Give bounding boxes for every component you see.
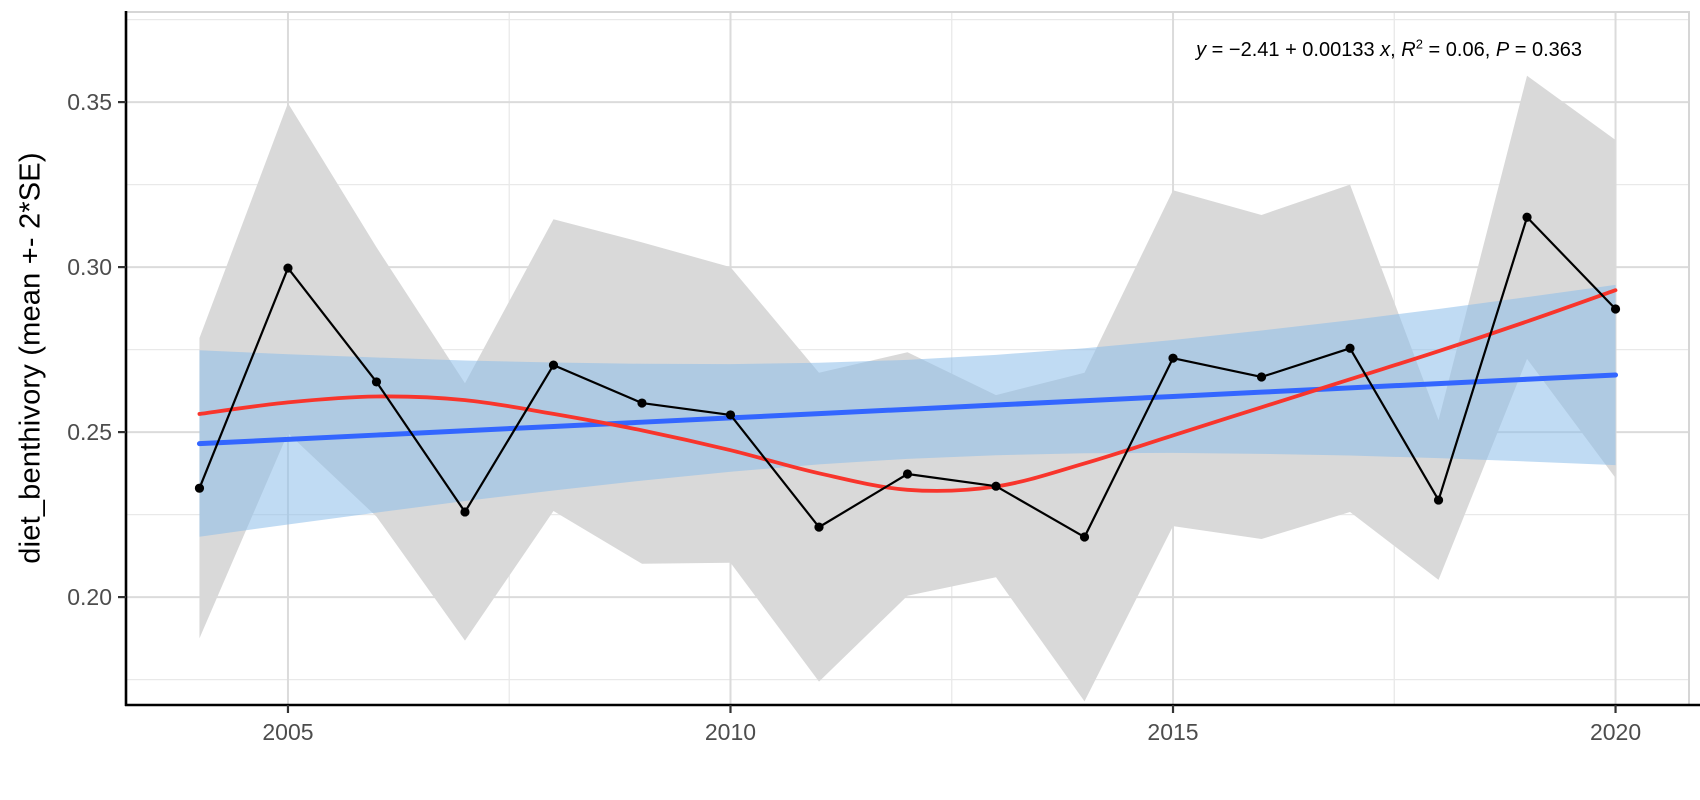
data-point (725, 410, 736, 420)
y-axis-title: diet_benthivory (mean +- 2*SE) (14, 152, 47, 564)
data-point (1345, 343, 1355, 353)
x-tick-label: 2015 (1147, 719, 1198, 745)
data-point (548, 360, 559, 370)
loess-line (197, 288, 1618, 493)
regression-line (196, 372, 1619, 447)
data-point (283, 263, 293, 273)
data-point (991, 481, 1001, 491)
data-point (1168, 353, 1178, 363)
data-point (1433, 495, 1444, 505)
eq-coeffs: = −2.41 + 0.00133 (1206, 39, 1381, 61)
data-point (1079, 532, 1090, 542)
data-point (637, 398, 647, 408)
eq-comma: , (1390, 39, 1402, 61)
data-point (814, 522, 824, 532)
eq-var-y: y (1196, 39, 1207, 61)
y-tick-label: 0.35 (67, 89, 112, 115)
regression-equation-annotation: y = −2.41 + 0.00133 x, R2 = 0.06, P = 0.… (1196, 36, 1582, 62)
axis-ticks-labels: 2005 2010 2015 2020 0.20 0.25 0.30 0.35 (67, 89, 1641, 745)
y-tick-label: 0.20 (67, 584, 112, 610)
eq-var-x: x (1380, 39, 1391, 61)
data-point (1256, 372, 1267, 382)
eq-sup-2: 2 (1415, 36, 1423, 52)
x-tick-label: 2005 (262, 719, 313, 745)
x-tick-label: 2020 (1590, 719, 1641, 745)
x-tick-label: 2010 (705, 719, 756, 745)
eq-var-P: P (1495, 39, 1510, 61)
data-point (371, 377, 382, 387)
data-point (1522, 212, 1532, 222)
eq-r2-value: = 0.06, (1422, 39, 1496, 61)
y-tick-label: 0.25 (67, 419, 112, 445)
data-point (194, 483, 205, 493)
data-point (460, 507, 470, 517)
data-points (194, 212, 1621, 542)
plot-area (194, 75, 1621, 702)
y-tick-label: 0.30 (67, 254, 112, 280)
data-point (902, 469, 913, 479)
eq-p-value: = 0.363 (1509, 39, 1582, 61)
eq-var-R: R (1401, 39, 1416, 61)
data-point (1610, 304, 1621, 314)
